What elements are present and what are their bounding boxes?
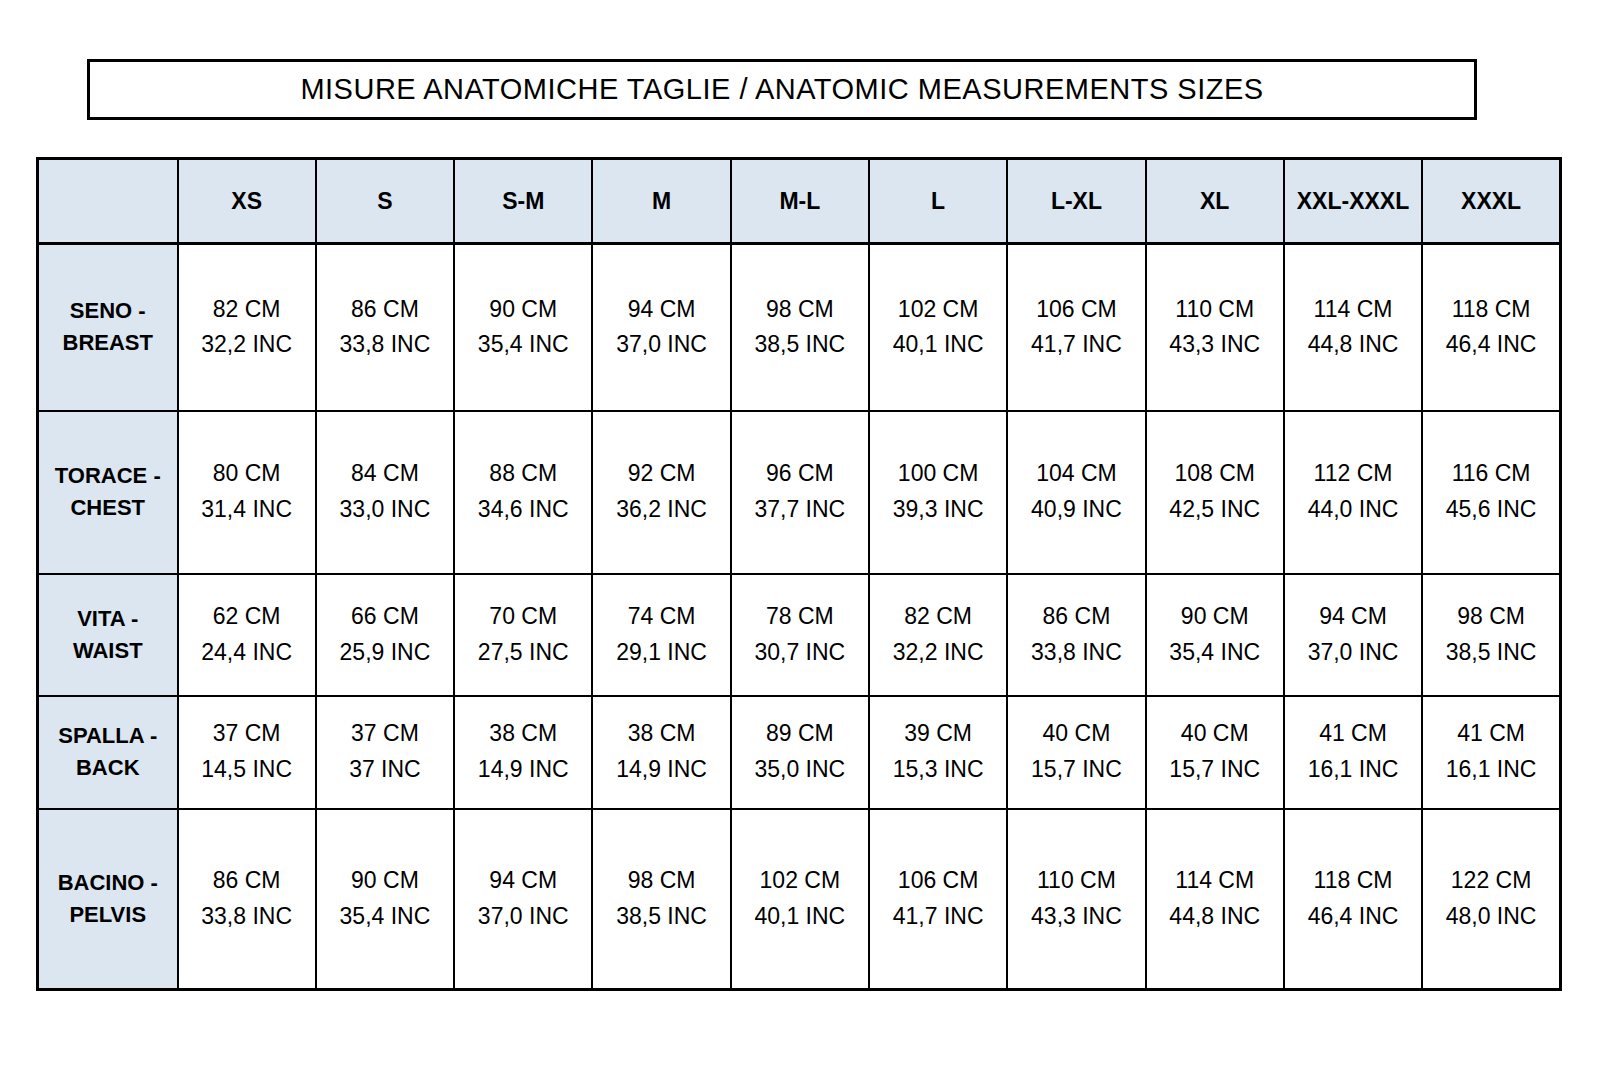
measure-cell: 86 CM 33,8 INC [178, 809, 316, 990]
header-row: XS S S-M M M-L L L-XL XL XXL-XXXL XXXL [38, 159, 1561, 244]
table-row-bacino-pelvis: BACINO - PELVIS 86 CM 33,8 INC 90 CM 35,… [38, 809, 1561, 990]
size-col-header-xxxl: XXXL [1422, 159, 1560, 244]
size-col-header-m: M [592, 159, 730, 244]
table-row-torace-chest: TORACE - CHEST 80 CM 31,4 INC 84 CM 33,0… [38, 411, 1561, 574]
measure-cell: 116 CM 45,6 INC [1422, 411, 1560, 574]
measure-cell: 62 CM 24,4 INC [178, 574, 316, 696]
size-col-header-s-m: S-M [454, 159, 592, 244]
measure-cell: 92 CM 36,2 INC [592, 411, 730, 574]
size-chart-page: MISURE ANATOMICHE TAGLIE / ANATOMIC MEAS… [0, 0, 1599, 1075]
measure-cell: 104 CM 40,9 INC [1007, 411, 1145, 574]
measure-cell: 82 CM 32,2 INC [869, 574, 1007, 696]
size-col-header-l-xl: L-XL [1007, 159, 1145, 244]
page-title: MISURE ANATOMICHE TAGLIE / ANATOMIC MEAS… [300, 73, 1263, 106]
measure-cell: 108 CM 42,5 INC [1146, 411, 1284, 574]
measure-cell: 40 CM 15,7 INC [1146, 696, 1284, 809]
measure-cell: 98 CM 38,5 INC [731, 244, 869, 411]
size-col-header-l: L [869, 159, 1007, 244]
size-col-header-xs: XS [178, 159, 316, 244]
measure-cell: 106 CM 41,7 INC [1007, 244, 1145, 411]
measure-cell: 40 CM 15,7 INC [1007, 696, 1145, 809]
measure-cell: 89 CM 35,0 INC [731, 696, 869, 809]
row-label-torace-chest: TORACE - CHEST [38, 411, 178, 574]
measure-cell: 84 CM 33,0 INC [316, 411, 454, 574]
size-col-header-s: S [316, 159, 454, 244]
size-col-header-m-l: M-L [731, 159, 869, 244]
row-label-spalla-back: SPALLA - BACK [38, 696, 178, 809]
row-label-seno-breast: SENO - BREAST [38, 244, 178, 411]
measure-cell: 112 CM 44,0 INC [1284, 411, 1422, 574]
corner-cell [38, 159, 178, 244]
title-box: MISURE ANATOMICHE TAGLIE / ANATOMIC MEAS… [87, 59, 1477, 120]
measure-cell: 37 CM 37 INC [316, 696, 454, 809]
measure-cell: 114 CM 44,8 INC [1146, 809, 1284, 990]
row-label-bacino-pelvis: BACINO - PELVIS [38, 809, 178, 990]
measure-cell: 94 CM 37,0 INC [592, 244, 730, 411]
measure-cell: 100 CM 39,3 INC [869, 411, 1007, 574]
table-row-vita-waist: VITA - WAIST 62 CM 24,4 INC 66 CM 25,9 I… [38, 574, 1561, 696]
measure-cell: 86 CM 33,8 INC [316, 244, 454, 411]
measure-cell: 78 CM 30,7 INC [731, 574, 869, 696]
measure-cell: 37 CM 14,5 INC [178, 696, 316, 809]
table-row-spalla-back: SPALLA - BACK 37 CM 14,5 INC 37 CM 37 IN… [38, 696, 1561, 809]
measure-cell: 74 CM 29,1 INC [592, 574, 730, 696]
measure-cell: 90 CM 35,4 INC [454, 244, 592, 411]
measure-cell: 98 CM 38,5 INC [592, 809, 730, 990]
measure-cell: 88 CM 34,6 INC [454, 411, 592, 574]
measure-cell: 118 CM 46,4 INC [1284, 809, 1422, 990]
measure-cell: 39 CM 15,3 INC [869, 696, 1007, 809]
size-table: XS S S-M M M-L L L-XL XL XXL-XXXL XXXL S… [36, 157, 1562, 991]
measure-cell: 66 CM 25,9 INC [316, 574, 454, 696]
measure-cell: 94 CM 37,0 INC [1284, 574, 1422, 696]
measure-cell: 98 CM 38,5 INC [1422, 574, 1560, 696]
measure-cell: 114 CM 44,8 INC [1284, 244, 1422, 411]
table-row-seno-breast: SENO - BREAST 82 CM 32,2 INC 86 CM 33,8 … [38, 244, 1561, 411]
measure-cell: 96 CM 37,7 INC [731, 411, 869, 574]
measure-cell: 80 CM 31,4 INC [178, 411, 316, 574]
measure-cell: 122 CM 48,0 INC [1422, 809, 1560, 990]
size-col-header-xxl-xxxl: XXL-XXXL [1284, 159, 1422, 244]
size-col-header-xl: XL [1146, 159, 1284, 244]
measure-cell: 38 CM 14,9 INC [592, 696, 730, 809]
measure-cell: 90 CM 35,4 INC [316, 809, 454, 990]
measure-cell: 106 CM 41,7 INC [869, 809, 1007, 990]
measure-cell: 41 CM 16,1 INC [1422, 696, 1560, 809]
measure-cell: 70 CM 27,5 INC [454, 574, 592, 696]
measure-cell: 94 CM 37,0 INC [454, 809, 592, 990]
measure-cell: 82 CM 32,2 INC [178, 244, 316, 411]
measure-cell: 110 CM 43,3 INC [1146, 244, 1284, 411]
measure-cell: 102 CM 40,1 INC [869, 244, 1007, 411]
row-label-vita-waist: VITA - WAIST [38, 574, 178, 696]
measure-cell: 102 CM 40,1 INC [731, 809, 869, 990]
measure-cell: 38 CM 14,9 INC [454, 696, 592, 809]
measure-cell: 110 CM 43,3 INC [1007, 809, 1145, 990]
measure-cell: 90 CM 35,4 INC [1146, 574, 1284, 696]
measure-cell: 41 CM 16,1 INC [1284, 696, 1422, 809]
measure-cell: 118 CM 46,4 INC [1422, 244, 1560, 411]
measure-cell: 86 CM 33,8 INC [1007, 574, 1145, 696]
